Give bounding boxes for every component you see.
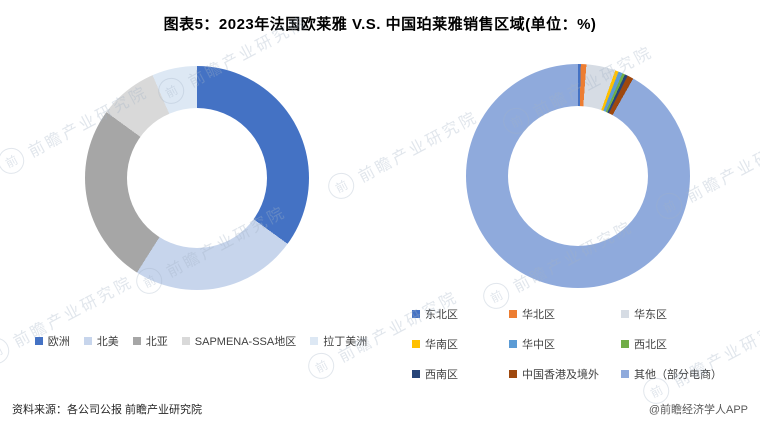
legend-swatch	[509, 310, 517, 318]
loreal-donut-chart	[85, 66, 309, 290]
legend-item: 北美	[83, 333, 119, 349]
legend-swatch	[509, 340, 517, 348]
legend-label: 东北区	[425, 309, 458, 321]
donut-hole	[508, 106, 648, 246]
watermark: 前前瞻产业研究院	[323, 103, 483, 204]
proya-donut-chart	[466, 64, 690, 288]
legend-item: 北亚	[132, 333, 168, 349]
legend-swatch	[621, 310, 629, 318]
loreal-legend: 欧洲 北美 北亚 SAPMENA-SSA地区 拉丁美洲	[0, 333, 402, 349]
legend-label: 北亚	[145, 336, 168, 348]
legend-label: 华中区	[522, 339, 555, 351]
legend-item: 西北区	[621, 336, 753, 352]
legend-swatch	[509, 370, 517, 378]
legend-swatch	[310, 337, 319, 345]
legend-label: 西北区	[634, 339, 667, 351]
watermark-logo-icon: 前	[303, 348, 339, 384]
source-note: 资料来源：各公司公报 前瞻产业研究院	[12, 404, 203, 416]
watermark-text: 前瞻产业研究院	[684, 128, 760, 207]
legend-label: 西南区	[425, 369, 458, 381]
legend-label: SAPMENA-SSA地区	[194, 336, 297, 348]
legend-label: 欧洲	[47, 336, 70, 348]
legend-item: 欧洲	[34, 333, 70, 349]
legend-label: 中国香港及境外	[522, 369, 599, 381]
legend-item: 华南区	[412, 336, 509, 352]
legend-item: 西南区	[412, 366, 509, 382]
credit-note: @前瞻经济学人APP	[648, 404, 748, 416]
watermark-logo-icon: 前	[0, 143, 29, 179]
legend-item: 华北区	[509, 306, 621, 322]
legend-item: 华中区	[509, 336, 621, 352]
legend-label: 华北区	[522, 309, 555, 321]
legend-swatch	[621, 370, 629, 378]
donut-hole	[127, 108, 267, 248]
legend-swatch	[83, 337, 92, 345]
legend-swatch	[412, 340, 420, 348]
legend-swatch	[34, 337, 43, 345]
watermark-logo-icon: 前	[323, 168, 359, 204]
legend-swatch	[181, 337, 190, 345]
watermark: 前前瞻产业研究院	[0, 268, 137, 369]
figure-title: 图表5：2023年法国欧莱雅 V.S. 中国珀莱雅销售区域(单位：%)	[163, 16, 597, 33]
legend-item: SAPMENA-SSA地区	[181, 333, 297, 349]
legend-label: 拉丁美洲	[323, 336, 368, 348]
legend-label: 华南区	[425, 339, 458, 351]
legend-item: 东北区	[412, 306, 509, 322]
watermark-text: 前瞻产业研究院	[356, 108, 482, 187]
legend-label: 其他（部分电商）	[634, 369, 722, 381]
legend-swatch	[412, 310, 420, 318]
legend-label: 华东区	[634, 309, 667, 321]
legend-label: 北美	[96, 336, 119, 348]
legend-swatch	[621, 340, 629, 348]
legend-swatch	[412, 370, 420, 378]
legend-swatch	[132, 337, 141, 345]
legend-item: 拉丁美洲	[310, 333, 367, 349]
legend-item: 其他（部分电商）	[621, 366, 753, 382]
legend-item: 中国香港及境外	[509, 366, 621, 382]
legend-item: 华东区	[621, 306, 753, 322]
proya-legend: 东北区 华北区 华东区华南区 华中区 西北区西南区 中国香港及境外 其他（部分电商）	[412, 306, 753, 382]
